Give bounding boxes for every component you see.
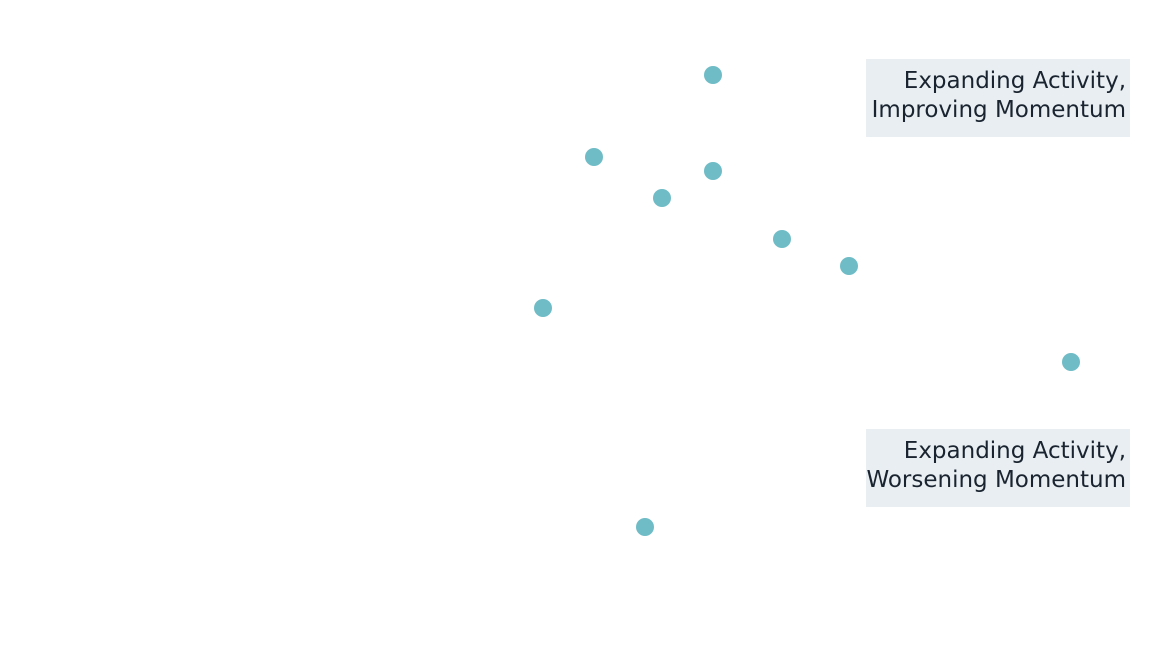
- scatter-point: [704, 66, 722, 84]
- quadrant-label-improving-momentum: Expanding Activity, Improving Momentum: [866, 59, 1130, 137]
- quadrant-label-line: Worsening Momentum: [866, 467, 1126, 493]
- quadrant-label-line: Expanding Activity,: [903, 438, 1126, 464]
- scatter-point: [653, 189, 671, 207]
- scatter-point: [534, 299, 552, 317]
- quadrant-label-line: Improving Momentum: [871, 97, 1126, 123]
- scatter-point: [585, 148, 603, 166]
- scatter-point: [840, 257, 858, 275]
- scatter-point: [704, 162, 722, 180]
- scatter-point: [773, 230, 791, 248]
- quadrant-label-worsening-momentum: Expanding Activity, Worsening Momentum: [866, 429, 1130, 507]
- scatter-point: [1062, 353, 1080, 371]
- scatter-point: [636, 518, 654, 536]
- quadrant-label-line: Expanding Activity,: [903, 68, 1126, 94]
